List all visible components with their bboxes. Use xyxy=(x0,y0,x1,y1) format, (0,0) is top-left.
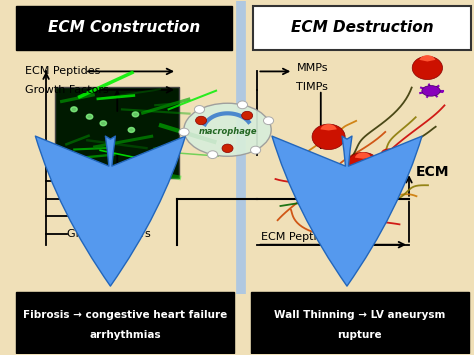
Circle shape xyxy=(86,114,93,119)
FancyBboxPatch shape xyxy=(55,87,179,178)
Wedge shape xyxy=(355,152,371,159)
Text: arrhythmias: arrhythmias xyxy=(89,330,161,340)
Text: TIMPs: TIMPs xyxy=(296,82,328,92)
Circle shape xyxy=(251,146,261,154)
Text: macrophage: macrophage xyxy=(198,127,257,136)
Circle shape xyxy=(326,184,359,210)
Circle shape xyxy=(128,127,135,132)
Text: Growth Factors: Growth Factors xyxy=(26,85,109,95)
Text: Collagen: Collagen xyxy=(67,176,116,186)
Circle shape xyxy=(208,151,218,159)
FancyBboxPatch shape xyxy=(253,6,471,50)
Text: ECM Construction: ECM Construction xyxy=(48,20,201,35)
Circle shape xyxy=(412,56,443,80)
Text: rupture: rupture xyxy=(337,330,382,340)
Circle shape xyxy=(242,111,253,120)
Text: Other ECM: Other ECM xyxy=(67,211,127,222)
Text: ECM Peptides: ECM Peptides xyxy=(26,66,101,76)
Text: Wall Thinning → LV aneurysm: Wall Thinning → LV aneurysm xyxy=(273,310,445,320)
Ellipse shape xyxy=(184,103,271,156)
FancyBboxPatch shape xyxy=(16,293,235,353)
FancyBboxPatch shape xyxy=(16,6,232,50)
Ellipse shape xyxy=(351,169,368,179)
Text: Fibronectin: Fibronectin xyxy=(67,194,128,204)
Text: ECM: ECM xyxy=(416,165,449,179)
Circle shape xyxy=(165,148,172,153)
Circle shape xyxy=(237,101,247,109)
Circle shape xyxy=(71,107,77,112)
Circle shape xyxy=(222,144,233,153)
Circle shape xyxy=(264,117,273,125)
FancyArrowPatch shape xyxy=(36,136,185,286)
Circle shape xyxy=(132,112,139,117)
Wedge shape xyxy=(419,55,435,61)
Wedge shape xyxy=(334,184,351,191)
Text: ECM Destruction: ECM Destruction xyxy=(291,20,433,35)
Circle shape xyxy=(312,124,345,149)
FancyArrowPatch shape xyxy=(272,136,422,286)
Text: Fibrosis → congestive heart failure: Fibrosis → congestive heart failure xyxy=(23,310,227,320)
Text: ECM Peptides: ECM Peptides xyxy=(261,232,336,242)
Text: Growth Factors: Growth Factors xyxy=(67,229,151,239)
Circle shape xyxy=(194,105,205,113)
Ellipse shape xyxy=(422,86,440,96)
Circle shape xyxy=(196,116,207,125)
Text: MMPs: MMPs xyxy=(296,63,328,73)
FancyBboxPatch shape xyxy=(250,293,469,353)
Circle shape xyxy=(100,121,107,126)
Wedge shape xyxy=(320,124,337,131)
Text: fibroblasts: fibroblasts xyxy=(60,163,100,172)
Circle shape xyxy=(346,152,380,178)
Circle shape xyxy=(179,128,189,136)
